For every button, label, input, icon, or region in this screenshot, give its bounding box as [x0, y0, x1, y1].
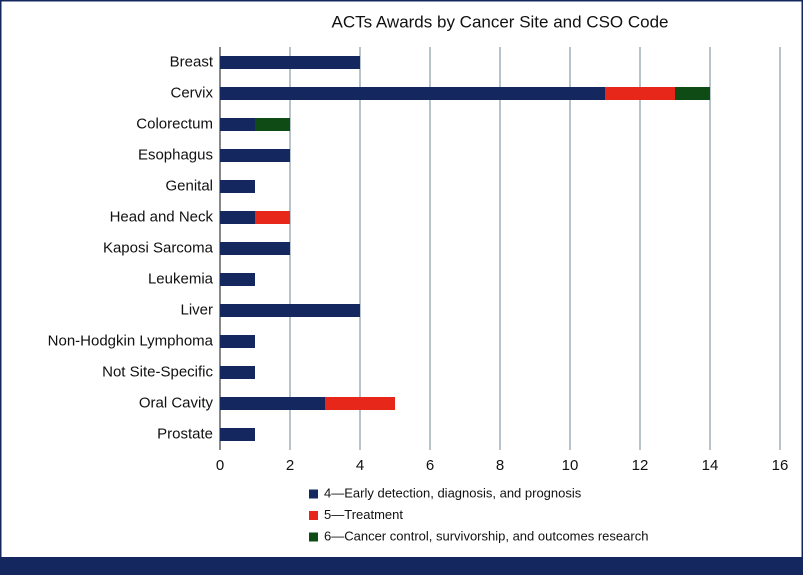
bar-segment — [220, 304, 360, 317]
x-tick-label: 12 — [632, 457, 649, 474]
bar-segment — [220, 397, 325, 410]
x-tick-label: 0 — [216, 457, 224, 474]
legend-swatch — [309, 489, 318, 499]
bar-segment — [220, 56, 360, 69]
y-tick-label: Leukemia — [148, 270, 214, 287]
y-tick-label: Cervix — [170, 84, 213, 101]
bar-segment — [325, 397, 395, 410]
y-tick-label: Oral Cavity — [139, 394, 214, 411]
x-tick-label: 2 — [286, 457, 294, 474]
y-tick-label: Colorectum — [136, 115, 213, 132]
y-tick-label: Not Site-Specific — [102, 363, 213, 380]
legend-label: 4—Early detection, diagnosis, and progno… — [324, 485, 582, 500]
bar-segment — [220, 211, 255, 224]
bar-segment — [220, 335, 255, 348]
y-tick-label: Liver — [180, 301, 213, 318]
x-tick-label: 14 — [702, 457, 719, 474]
bar-segment — [220, 366, 255, 379]
bar-segment — [255, 118, 290, 131]
legend-swatch — [309, 532, 318, 542]
bar-segment — [220, 242, 290, 255]
bar-segment — [255, 211, 290, 224]
bar-segment — [220, 87, 605, 100]
bar-segment — [220, 149, 290, 162]
legend-label: 5—Treatment — [324, 507, 403, 522]
legend-label: 6—Cancer control, survivorship, and outc… — [324, 528, 648, 543]
bar-segment — [220, 273, 255, 286]
y-tick-label: Breast — [170, 53, 214, 70]
y-tick-label: Non-Hodgkin Lymphoma — [48, 332, 214, 349]
y-tick-label: Esophagus — [138, 146, 213, 163]
bar-segment — [220, 428, 255, 441]
bar-segment — [605, 87, 675, 100]
bar-segment — [220, 180, 255, 193]
y-tick-label: Head and Neck — [110, 208, 214, 225]
chart-title: ACTs Awards by Cancer Site and CSO Code — [331, 12, 668, 31]
y-tick-label: Genital — [165, 177, 213, 194]
x-tick-label: 4 — [356, 457, 364, 474]
y-tick-label: Kaposi Sarcoma — [103, 239, 214, 256]
footer-band — [0, 557, 803, 575]
x-tick-label: 8 — [496, 457, 504, 474]
legend-swatch — [309, 511, 318, 520]
y-tick-label: Prostate — [157, 425, 213, 442]
bar-segment — [675, 87, 710, 100]
x-tick-label: 6 — [426, 457, 434, 474]
x-tick-label: 16 — [772, 457, 789, 474]
x-tick-label: 10 — [562, 457, 579, 474]
bar-segment — [220, 118, 255, 131]
